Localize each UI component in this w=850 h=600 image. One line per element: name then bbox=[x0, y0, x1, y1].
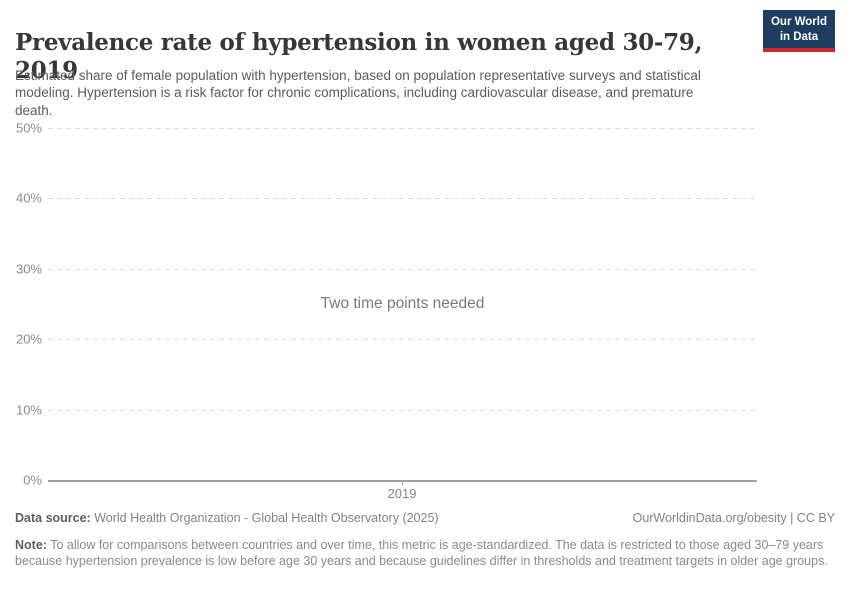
data-source-line: Data source: World Health Organization -… bbox=[15, 511, 439, 525]
note-text: To allow for comparisons between countri… bbox=[15, 538, 828, 568]
y-axis-label: 0% bbox=[23, 472, 42, 488]
owid-logo-line2: in Data bbox=[779, 30, 819, 43]
x-axis-tick bbox=[402, 480, 403, 485]
note-label: Note: bbox=[15, 538, 47, 552]
y-axis-label: 30% bbox=[15, 261, 42, 277]
y-axis-label: 50% bbox=[15, 120, 42, 136]
page-title: Prevalence rate of hypertension in women… bbox=[15, 29, 703, 84]
x-axis-line bbox=[48, 480, 757, 482]
chart-subtitle: Estimated share of female population wit… bbox=[15, 67, 701, 118]
sources-row: Data source: World Health Organization -… bbox=[15, 511, 835, 525]
data-source-label: Data source: bbox=[15, 511, 91, 525]
gridline bbox=[48, 198, 757, 200]
owid-license-link[interactable]: OurWorldinData.org/obesity | CC BY bbox=[632, 511, 835, 525]
y-axis-label: 40% bbox=[15, 190, 42, 206]
y-axis-label: 20% bbox=[15, 331, 42, 347]
gridline bbox=[48, 339, 757, 341]
empty-state-message: Two time points needed bbox=[320, 295, 485, 312]
gridline bbox=[48, 268, 757, 270]
footnote: Note: To allow for comparisons between c… bbox=[15, 537, 837, 569]
data-source-text: World Health Organization - Global Healt… bbox=[90, 511, 439, 525]
owid-logo-line1: Our World bbox=[770, 16, 827, 28]
gridline bbox=[48, 409, 757, 411]
y-axis-label: 10% bbox=[15, 402, 42, 418]
owid-logo[interactable]: Our World in Data bbox=[762, 10, 835, 52]
gridline bbox=[48, 128, 757, 129]
x-axis-label: 2019 bbox=[387, 486, 417, 501]
